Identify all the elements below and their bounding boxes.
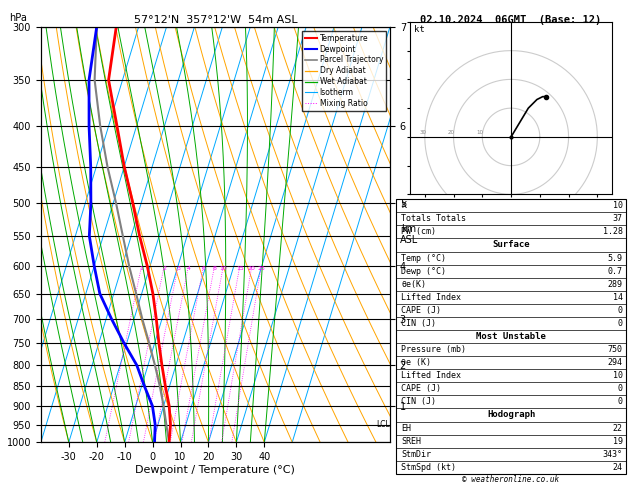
Text: 0: 0: [618, 384, 623, 393]
Text: Lifted Index: Lifted Index: [401, 293, 461, 302]
Text: 2: 2: [162, 266, 166, 271]
Text: 6: 6: [201, 266, 206, 271]
X-axis label: Dewpoint / Temperature (°C): Dewpoint / Temperature (°C): [135, 465, 296, 475]
Text: © weatheronline.co.uk: © weatheronline.co.uk: [462, 474, 560, 484]
Text: 1: 1: [140, 266, 143, 271]
Text: 02.10.2024  06GMT  (Base: 12): 02.10.2024 06GMT (Base: 12): [420, 15, 602, 25]
Text: 30: 30: [420, 130, 426, 136]
Text: 10: 10: [220, 266, 227, 271]
Text: 19: 19: [613, 436, 623, 446]
Text: Surface: Surface: [493, 241, 530, 249]
Text: 15: 15: [236, 266, 243, 271]
Text: Totals Totals: Totals Totals: [401, 214, 466, 223]
Text: 25: 25: [257, 266, 265, 271]
Text: 22: 22: [613, 423, 623, 433]
Text: 14: 14: [613, 293, 623, 302]
Text: LCL: LCL: [376, 420, 390, 429]
Text: CAPE (J): CAPE (J): [401, 384, 442, 393]
Text: CAPE (J): CAPE (J): [401, 306, 442, 315]
Text: StmDir: StmDir: [401, 450, 431, 459]
Text: 3: 3: [176, 266, 180, 271]
Text: 289: 289: [608, 279, 623, 289]
Text: 10: 10: [477, 130, 484, 136]
Title: 57°12'N  357°12'W  54m ASL: 57°12'N 357°12'W 54m ASL: [133, 15, 298, 25]
Text: 20: 20: [248, 266, 256, 271]
Y-axis label: km
ASL: km ASL: [399, 224, 418, 245]
Text: Dewp (°C): Dewp (°C): [401, 267, 447, 276]
Text: Most Unstable: Most Unstable: [476, 332, 546, 341]
Text: 0: 0: [618, 398, 623, 406]
Legend: Temperature, Dewpoint, Parcel Trajectory, Dry Adiabat, Wet Adiabat, Isotherm, Mi: Temperature, Dewpoint, Parcel Trajectory…: [302, 31, 386, 111]
Text: 343°: 343°: [603, 450, 623, 459]
Text: 750: 750: [608, 345, 623, 354]
Text: 0: 0: [618, 306, 623, 315]
Text: Lifted Index: Lifted Index: [401, 371, 461, 380]
Text: 20: 20: [448, 130, 455, 136]
Text: 5.9: 5.9: [608, 254, 623, 262]
Text: SREH: SREH: [401, 436, 421, 446]
Text: 10: 10: [613, 371, 623, 380]
Text: Hodograph: Hodograph: [487, 411, 535, 419]
Text: 8: 8: [213, 266, 216, 271]
Text: θe(K): θe(K): [401, 279, 426, 289]
Text: EH: EH: [401, 423, 411, 433]
Text: StmSpd (kt): StmSpd (kt): [401, 463, 456, 472]
Text: 294: 294: [608, 358, 623, 367]
Text: kt: kt: [415, 25, 425, 35]
Text: 37: 37: [613, 214, 623, 223]
Text: 0.7: 0.7: [608, 267, 623, 276]
Text: PW (cm): PW (cm): [401, 227, 437, 236]
Text: K: K: [401, 201, 406, 210]
Text: θe (K): θe (K): [401, 358, 431, 367]
Text: 10: 10: [613, 201, 623, 210]
Text: 24: 24: [613, 463, 623, 472]
Text: 4: 4: [186, 266, 191, 271]
Text: Temp (°C): Temp (°C): [401, 254, 447, 262]
Text: 1.28: 1.28: [603, 227, 623, 236]
Text: Pressure (mb): Pressure (mb): [401, 345, 466, 354]
Text: 0: 0: [618, 319, 623, 328]
Text: CIN (J): CIN (J): [401, 319, 437, 328]
Text: hPa: hPa: [9, 13, 27, 22]
Text: CIN (J): CIN (J): [401, 398, 437, 406]
